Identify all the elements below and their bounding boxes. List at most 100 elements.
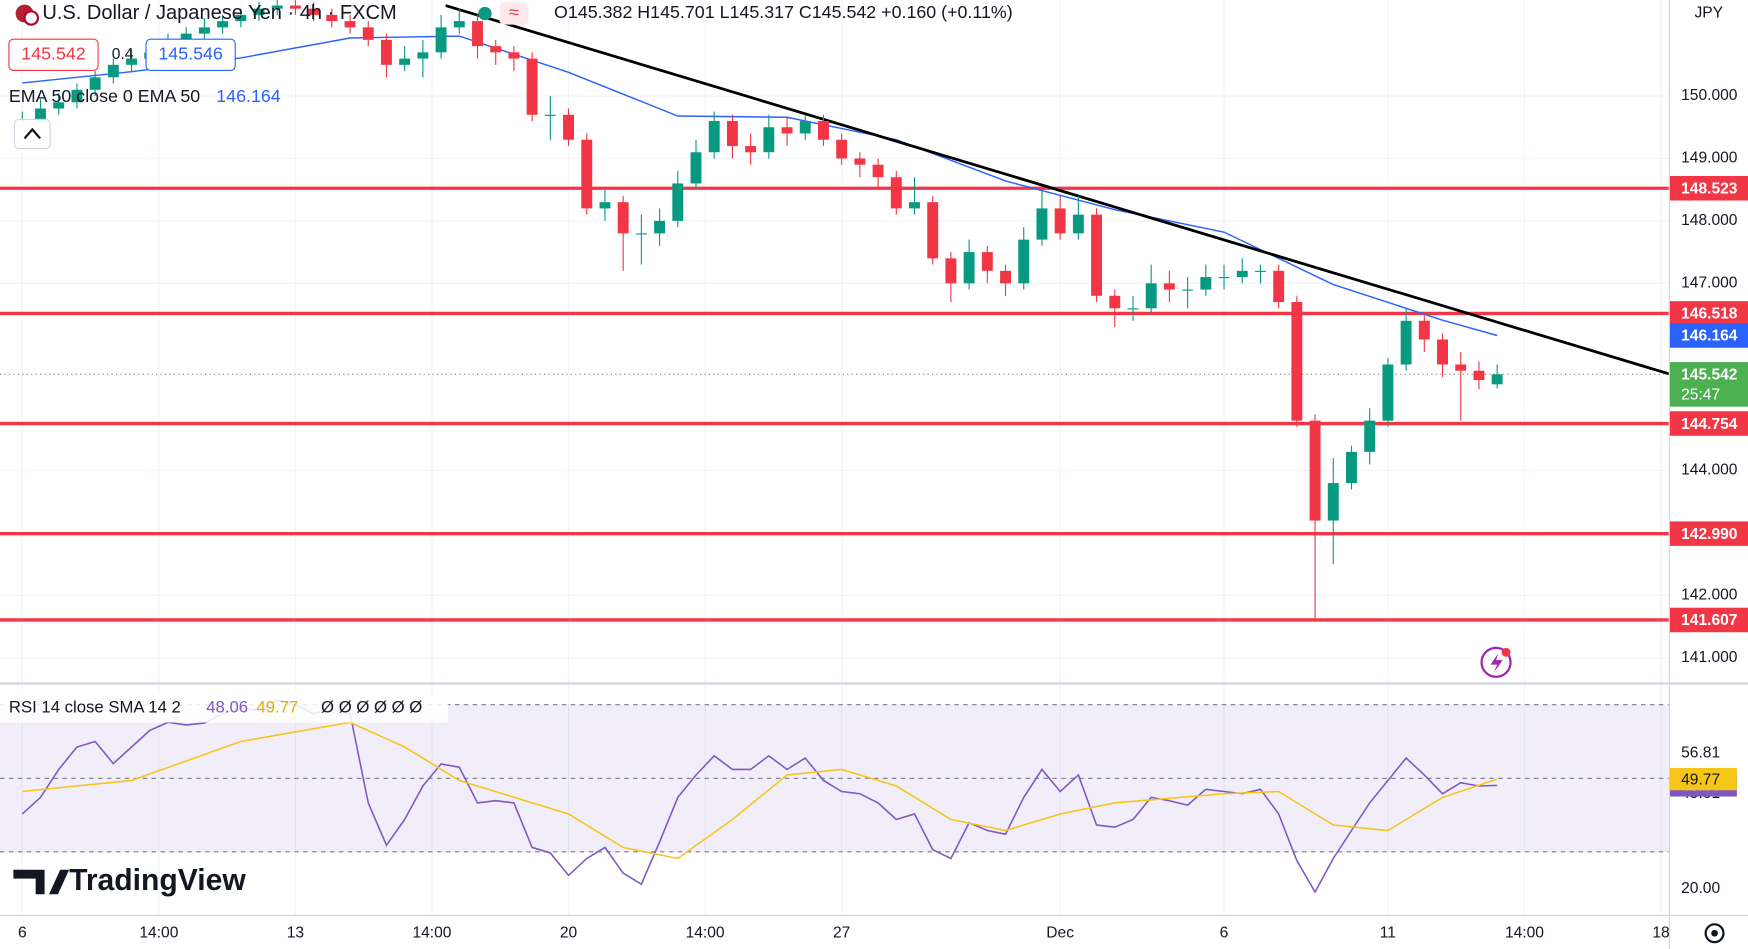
y-tick-label: 147.000 bbox=[1681, 274, 1738, 291]
candle-body bbox=[927, 202, 939, 259]
candle-body bbox=[1109, 295, 1121, 309]
candle-body bbox=[1145, 283, 1157, 309]
x-tick-label: 14:00 bbox=[139, 924, 178, 941]
rsi-legend-bg bbox=[0, 693, 449, 723]
level-tag bbox=[1669, 607, 1748, 633]
candle-body bbox=[362, 27, 374, 40]
sell-button[interactable] bbox=[8, 38, 99, 71]
price-tag bbox=[1669, 323, 1748, 348]
candle-body bbox=[1218, 277, 1230, 279]
candle-body bbox=[1236, 270, 1248, 278]
alert-button[interactable] bbox=[1480, 646, 1512, 678]
collapse-button[interactable] bbox=[13, 118, 51, 149]
x-tick-label: 13 bbox=[287, 924, 304, 941]
rsi-plot bbox=[0, 699, 1669, 894]
market-status[interactable] bbox=[478, 6, 492, 21]
candle-body bbox=[763, 127, 775, 153]
level-tag-label: 148.523 bbox=[1681, 180, 1738, 197]
settings-button[interactable] bbox=[1704, 923, 1725, 944]
rsi-tag bbox=[1669, 767, 1737, 791]
candle-body bbox=[289, 5, 301, 9]
candle-body bbox=[799, 121, 811, 134]
rsi-legend-value: 48.06 bbox=[206, 697, 248, 716]
watermark: TradingView bbox=[69, 864, 246, 897]
candle-body bbox=[599, 202, 611, 209]
rsi-legend-extra: Ø Ø Ø Ø Ø Ø bbox=[321, 697, 422, 716]
candle-body bbox=[490, 46, 502, 53]
candle-body bbox=[745, 145, 757, 153]
candle-body bbox=[1382, 364, 1394, 421]
candle-body bbox=[308, 8, 320, 15]
data-status-icon: ≈ bbox=[509, 2, 519, 22]
candle-body bbox=[563, 114, 575, 140]
flag-icon bbox=[23, 10, 40, 26]
x-tick-label: 14:00 bbox=[686, 924, 725, 941]
legend: U.S. Dollar / Japanese Yen · 4h · FXCM ≈… bbox=[0, 2, 1725, 944]
candle-body bbox=[672, 183, 684, 221]
buy-button[interactable] bbox=[145, 38, 236, 71]
candle-body bbox=[1400, 320, 1412, 365]
ask-price: 145.546 bbox=[158, 43, 223, 63]
candle-body bbox=[508, 52, 520, 59]
candle-body bbox=[107, 64, 119, 78]
candle-body bbox=[1455, 364, 1467, 371]
candle-body bbox=[271, 5, 283, 9]
candle-body bbox=[635, 233, 647, 235]
candle-body bbox=[399, 58, 411, 65]
candle-body bbox=[435, 27, 447, 53]
candle-body bbox=[963, 252, 975, 284]
candle-body bbox=[581, 139, 593, 209]
y-tick-label: 149.000 bbox=[1681, 150, 1738, 167]
level-tag-label: 142.990 bbox=[1681, 526, 1738, 543]
axes: 6 14:00 13 14:00 20 14:00 27 Dec 6 11 14:00 18 141.0… bbox=[18, 87, 1748, 941]
trend-line bbox=[445, 4, 1669, 376]
candle-body bbox=[217, 21, 229, 28]
candle-body bbox=[544, 114, 556, 116]
candle-body bbox=[1473, 370, 1485, 381]
countdown: 25:47 bbox=[1681, 387, 1720, 404]
candle-body bbox=[836, 139, 848, 159]
y-tick-label: 150.000 bbox=[1681, 87, 1738, 104]
candle-body bbox=[235, 14, 247, 22]
currency: JPY bbox=[1694, 5, 1723, 22]
candle-body bbox=[1364, 420, 1376, 452]
bid-price: 145.542 bbox=[21, 43, 86, 63]
y-tick-label: 20.00 bbox=[1681, 880, 1720, 897]
level-tag-label: 144.754 bbox=[1681, 416, 1738, 433]
ohlc-legend: O145.382 H145.701 L145.317 C145.542 +0.1… bbox=[554, 2, 1013, 22]
candle-body bbox=[71, 89, 83, 103]
x-tick-label: 14:00 bbox=[412, 924, 451, 941]
candle-body bbox=[1291, 302, 1303, 421]
price-tag-label: 145.542 bbox=[1681, 367, 1738, 384]
candle-body bbox=[253, 8, 265, 15]
watermark-logo bbox=[13, 869, 70, 895]
ema-line bbox=[22, 35, 1498, 337]
candle-body bbox=[1036, 208, 1048, 240]
candle-body bbox=[1327, 483, 1339, 521]
symbol-title: U.S. Dollar / Japanese Yen · 4h · FXCM bbox=[42, 2, 396, 24]
candle-body bbox=[890, 177, 902, 209]
y-tick-label: 56.81 bbox=[1681, 744, 1720, 761]
x-tick-label: 20 bbox=[560, 924, 578, 941]
candle-body bbox=[381, 39, 392, 65]
alert-icon bbox=[1490, 653, 1503, 673]
candle-body bbox=[1127, 308, 1139, 310]
x-tick-label: Dec bbox=[1046, 924, 1074, 941]
data-status[interactable] bbox=[499, 2, 529, 25]
x-tick-label: 18 bbox=[1652, 924, 1669, 941]
candle-body bbox=[1346, 451, 1357, 484]
candle-body bbox=[1000, 270, 1011, 284]
candle-body bbox=[1163, 283, 1175, 290]
candle-body bbox=[817, 121, 829, 140]
candle-body bbox=[726, 121, 738, 146]
level-tag bbox=[1669, 301, 1748, 326]
candle-body bbox=[417, 52, 429, 59]
candle-body bbox=[344, 21, 356, 28]
candle-body bbox=[1491, 374, 1503, 385]
candle-body bbox=[1054, 208, 1066, 234]
price-plot bbox=[0, 0, 1669, 622]
x-tick-label: 11 bbox=[1380, 924, 1396, 941]
candle-body bbox=[1273, 270, 1285, 303]
